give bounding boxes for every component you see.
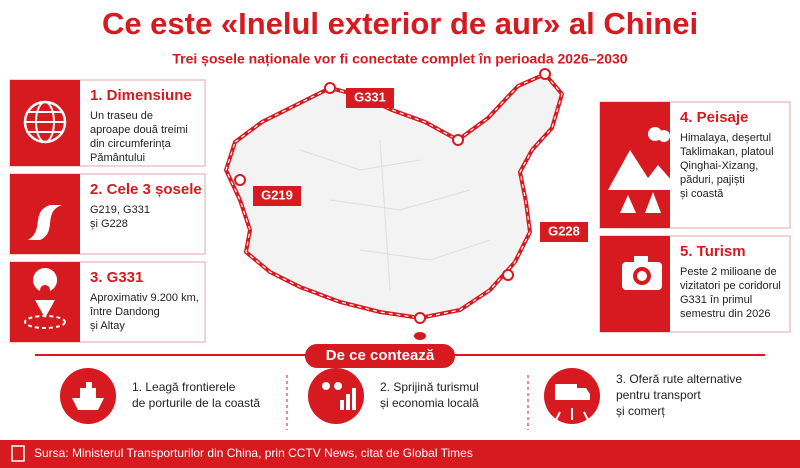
card-text: Peste 2 milioane de [680, 266, 777, 278]
map-label: G331 [354, 89, 386, 104]
card-title: 5. Turism [680, 243, 746, 260]
reasons: 1. Leagă frontierele de porturile de la c… [132, 372, 742, 418]
map-label: G228 [548, 223, 580, 238]
footer-bar [0, 440, 800, 468]
card-text: aproape două treimi [90, 124, 188, 136]
card-title: 3. G331 [90, 269, 143, 286]
card-text: Pământului [90, 152, 145, 164]
reason-text: și economia locală [380, 396, 479, 410]
map: G331 G219 G228 [223, 68, 588, 340]
title: Ce este «Inelul exterior de aur» al Chin… [102, 6, 698, 41]
card-text: și coastă [680, 188, 724, 200]
card-title: 4. Peisaje [680, 109, 748, 126]
icons [23, 100, 680, 329]
card-text: G219, G331 [90, 204, 150, 216]
source: Sursa: Ministerul Transporturilor din Ch… [34, 446, 473, 460]
card-text: păduri, pajiști [680, 174, 745, 186]
card-text: Himalaya, deșertul [680, 132, 771, 144]
card-title: 2. Cele 3 șosele [90, 181, 202, 198]
card-text: semestru din 2026 [680, 308, 771, 320]
reason-text: pentru transport [616, 388, 701, 402]
card-text: și G228 [90, 218, 128, 230]
reason-text: 1. Leagă frontierele [132, 380, 236, 394]
reason-text: 3. Oferă rute alternative [616, 372, 742, 386]
card-text: Qinghai-Xizang, [680, 160, 758, 172]
reason-icons [60, 368, 600, 424]
map-label: G219 [261, 187, 293, 202]
card-text: și Altay [90, 320, 125, 332]
reason-text: 2. Sprijină turismul [380, 380, 479, 394]
subtitle: Trei șosele naționale vor fi conectate c… [172, 51, 627, 67]
reason-text: de porturile de la coastă [132, 396, 260, 410]
card-text: Un traseu de [90, 110, 153, 122]
card-text: vizitatori pe coridorul [680, 280, 781, 292]
card-title: 1. Dimensiune [90, 87, 192, 104]
section-title: De ce contează [326, 347, 435, 364]
card-text: Taklimakan, platoul [680, 146, 774, 158]
card-text: G331 în primul [680, 294, 752, 306]
card-text: Aproximativ 9.200 km, [90, 292, 199, 304]
reason-text: și comerț [616, 404, 665, 418]
card-text: din circumferința [90, 138, 172, 150]
card-text: între Dandong [89, 306, 160, 318]
